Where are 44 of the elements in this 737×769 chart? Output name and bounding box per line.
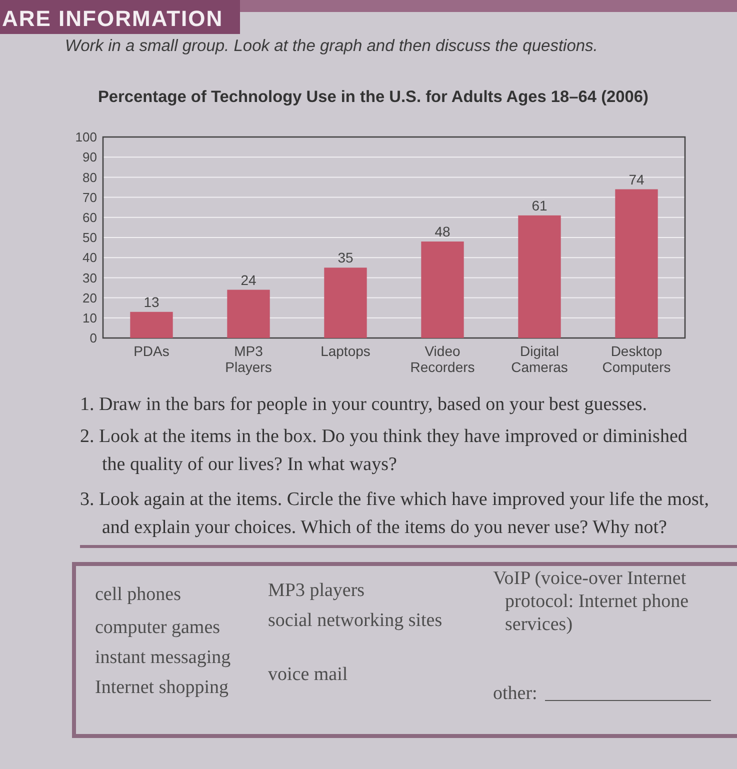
data-label: 48	[434, 224, 450, 240]
y-tick-label: 10	[82, 310, 97, 326]
y-tick-label: 0	[90, 330, 97, 346]
data-label: 61	[532, 197, 548, 214]
y-tick-label: 100	[75, 130, 97, 145]
bar	[324, 268, 367, 338]
bar	[615, 189, 658, 338]
y-tick-label: 40	[82, 250, 97, 266]
text: computer games	[95, 617, 220, 638]
text: 2. Look at the items in the box. Do you think they have improved or diminished the quality of our lives? In what ways?	[80, 426, 688, 475]
text: VoIP (voice-over Internet protocol: Internet phone services)	[493, 568, 689, 635]
chart-title: Percentage of Technology Use in the U.S. for Adults Ages 18–64 (2006)	[98, 88, 648, 106]
text: instant messaging	[95, 647, 231, 668]
text: MP3 players	[268, 580, 365, 601]
x-tick-label: Desktop Computers	[602, 343, 671, 375]
bar	[130, 312, 173, 338]
y-tick-label: 50	[82, 230, 97, 246]
y-tick-label: 90	[82, 150, 97, 165]
text: social networking sites	[268, 610, 442, 631]
text: 1. Draw in the bars for people in your country, based on your best guesses.	[80, 394, 648, 415]
y-tick-label: 70	[82, 190, 97, 205]
text: 3. Look again at the items. Circle the five which have improved your life the most, and explain your choices. Which of the items do you never use? Why not?	[80, 489, 709, 538]
text: Internet shopping	[95, 677, 229, 698]
y-tick-label: 20	[82, 290, 97, 306]
data-label: 74	[628, 171, 644, 188]
bar	[518, 215, 561, 338]
bar	[227, 290, 270, 338]
x-tick-label: MP3 Players	[225, 343, 272, 375]
x-tick-label: Laptops	[320, 343, 370, 359]
bar	[421, 242, 464, 338]
x-tick-label: Video Recorders	[410, 343, 475, 375]
text: Work in a small group. Look at the graph and then discuss the questions.	[65, 37, 598, 55]
text: other:	[493, 683, 538, 704]
data-label: 35	[338, 250, 354, 266]
y-tick-label: 80	[82, 170, 97, 185]
y-tick-label: 60	[82, 210, 97, 225]
y-tick-label: 30	[82, 270, 97, 286]
x-tick-label: Digital Cameras	[511, 343, 568, 375]
data-label: 24	[240, 272, 256, 288]
data-label: 13	[144, 294, 160, 310]
text: cell phones	[95, 584, 182, 605]
header-banner: ARE INFORMATION	[0, 0, 240, 34]
x-tick-label: PDAs	[134, 343, 170, 359]
text: voice mail	[268, 664, 348, 685]
